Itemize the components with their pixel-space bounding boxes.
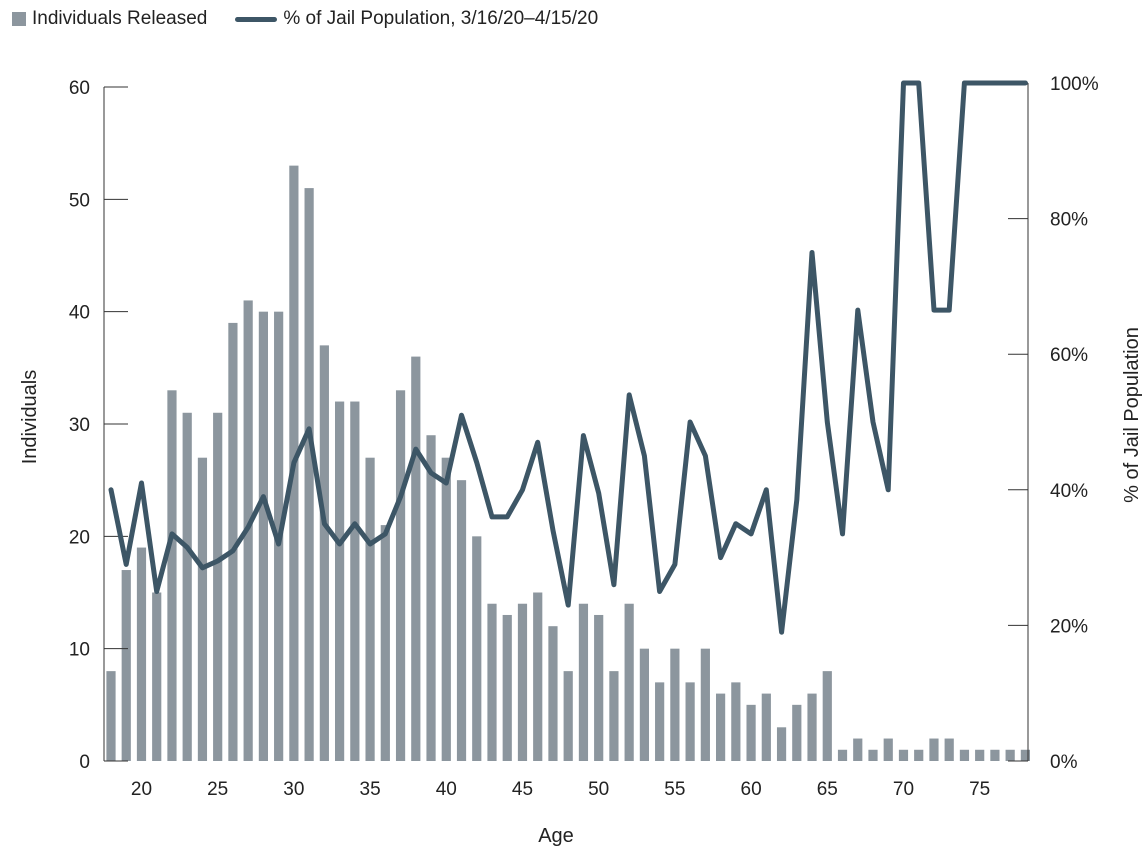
bar-age-44 (502, 614, 512, 761)
bar-age-68 (868, 749, 878, 761)
bar-age-42 (472, 536, 482, 761)
legend-swatch-line (235, 16, 278, 22)
bar-age-41 (456, 480, 467, 761)
bar-age-58 (716, 693, 726, 761)
bar-age-66 (837, 749, 848, 761)
bar-age-46 (533, 592, 543, 761)
bar-age-67 (853, 738, 863, 761)
bar-age-65 (822, 671, 832, 761)
x-tick-label: 70 (893, 779, 914, 800)
y-right-tick-label: 40% (1050, 481, 1088, 502)
bar-age-19 (121, 570, 131, 761)
x-tick-label: 55 (664, 779, 685, 800)
bar-age-72 (929, 738, 939, 761)
chart-legend: Individuals Released % of Jail Populatio… (12, 8, 626, 30)
line-series (108, 80, 1028, 635)
bar-age-55 (670, 648, 680, 761)
bar-age-74 (959, 749, 970, 761)
bar-age-64 (807, 693, 817, 761)
x-tick-label: 25 (207, 779, 228, 800)
x-tick-label: 50 (588, 779, 609, 800)
y-left-tick-label: 30 (69, 415, 90, 436)
bar-age-77 (1005, 749, 1015, 761)
axes: 0 10 20 30 40 50 60 0% 20% 40% 60% 80% 100% 20 25 30 35 4… (69, 74, 1099, 800)
bar-age-25 (213, 412, 223, 761)
bar-age-40 (441, 457, 451, 761)
bar-age-31 (304, 188, 314, 762)
bar-age-26 (228, 322, 238, 761)
y-axis-left-title: Individuals (19, 370, 41, 465)
x-tick-label: 30 (283, 779, 304, 800)
bar-age-78 (1020, 749, 1030, 761)
y-right-tick-label: 100% (1050, 74, 1099, 95)
bar-age-71 (914, 749, 924, 761)
y-right-tick-label: 60% (1050, 345, 1088, 366)
x-tick-label: 45 (512, 779, 533, 800)
bar-age-38 (411, 356, 421, 761)
bar-age-52 (624, 603, 634, 761)
bar-age-76 (990, 749, 1000, 761)
bar-age-49 (578, 603, 589, 761)
bar-age-28 (258, 311, 268, 761)
y-right-tick-label: 20% (1050, 616, 1088, 637)
bar-age-18 (106, 671, 116, 761)
legend-item-line: % of Jail Population, 3/16/20–4/15/20 (235, 8, 598, 30)
bar-age-21 (152, 592, 162, 761)
bar-age-24 (197, 457, 208, 761)
bar-age-54 (655, 682, 665, 761)
legend-label-line: % of Jail Population, 3/16/20–4/15/20 (283, 8, 599, 29)
bar-age-51 (609, 671, 619, 761)
bar-age-32 (319, 345, 329, 761)
bar-age-45 (517, 603, 528, 761)
bar-series (106, 165, 1030, 762)
bar-age-56 (685, 682, 695, 761)
bar-age-48 (563, 671, 573, 761)
x-tick-label: 65 (817, 779, 838, 800)
x-tick-label: 40 (436, 779, 457, 800)
bar-age-37 (395, 390, 406, 761)
legend-swatch-bars (12, 12, 26, 26)
bar-age-33 (335, 401, 345, 761)
x-tick-label: 75 (969, 779, 990, 800)
x-tick-label: 60 (741, 779, 762, 800)
bar-age-75 (975, 749, 985, 761)
y-right-tick-label: 80% (1050, 210, 1088, 231)
bar-age-59 (731, 682, 741, 761)
bar-age-70 (898, 749, 909, 761)
bar-age-22 (167, 390, 177, 761)
y-left-tick-label: 0 (79, 752, 90, 773)
y-left-tick-label: 50 (69, 190, 90, 211)
y-left-tick-label: 10 (69, 640, 90, 661)
bar-age-69 (883, 738, 893, 761)
jail-population-line (108, 80, 1028, 635)
bar-age-62 (776, 727, 787, 761)
bar-age-73 (944, 738, 954, 761)
bar-age-20 (136, 547, 147, 761)
bar-age-63 (792, 704, 802, 761)
x-tick-label: 20 (131, 779, 152, 800)
y-left-tick-label: 40 (69, 303, 90, 324)
y-left-tick-label: 60 (69, 78, 90, 99)
bar-age-34 (350, 401, 360, 761)
y-right-tick-label: 0% (1050, 752, 1078, 773)
bar-age-23 (182, 412, 192, 761)
x-axis-title: Age (538, 825, 574, 847)
bar-age-43 (487, 603, 497, 761)
bar-age-57 (700, 648, 710, 761)
bar-age-47 (548, 626, 558, 761)
bar-age-53 (639, 648, 649, 761)
legend-item-bars: Individuals Released (12, 8, 207, 30)
bar-age-50 (594, 614, 604, 761)
bar-age-35 (365, 457, 375, 761)
bar-age-39 (426, 435, 436, 761)
legend-label-bars: Individuals Released (32, 8, 208, 29)
bar-age-61 (761, 693, 771, 761)
bar-age-60 (746, 704, 756, 761)
bar-age-36 (380, 525, 390, 761)
x-tick-label: 35 (360, 779, 381, 800)
y-axis-right-title: % of Jail Population (1121, 327, 1143, 503)
y-left-tick-label: 20 (69, 527, 90, 548)
